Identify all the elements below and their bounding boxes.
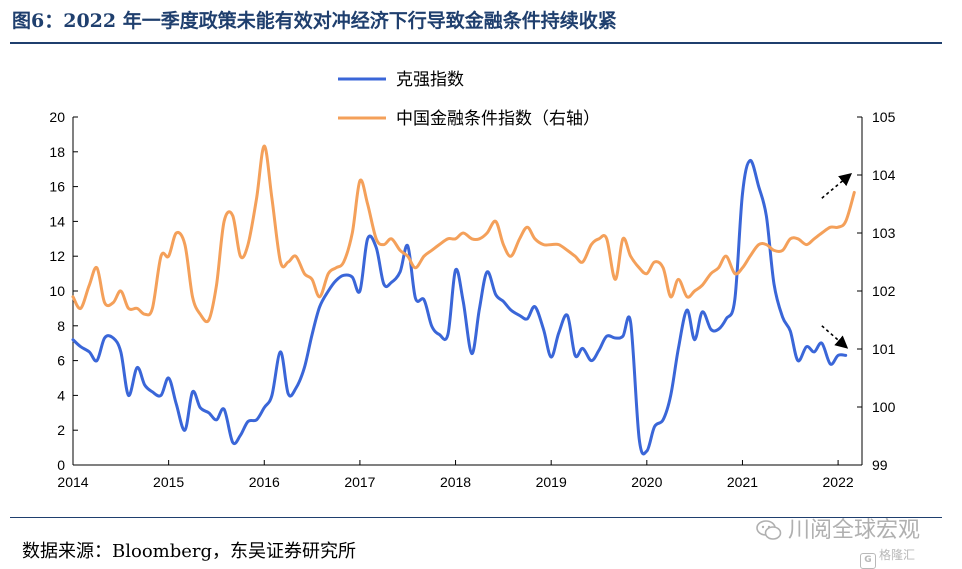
x-tick-label: 2022 (823, 474, 854, 490)
y-right-tick-label: 101 (872, 341, 896, 357)
y-left-tick-label: 8 (57, 318, 65, 334)
x-tick-label: 2016 (249, 474, 280, 490)
y-left-tick-label: 12 (49, 248, 65, 264)
y-left-tick-label: 4 (57, 387, 65, 403)
series-line-fci (71, 144, 856, 324)
y-left-tick-label: 14 (49, 213, 65, 229)
top-rule (10, 42, 942, 44)
annotation-arrow-2 (821, 325, 849, 349)
x-tick-label: 2018 (440, 474, 471, 490)
x-tick-label: 2017 (344, 474, 375, 490)
y-left-tick-label: 20 (49, 109, 65, 125)
watermark-text: 川阅全球宏观 (788, 518, 921, 543)
y-right-tick-label: 105 (872, 109, 896, 125)
y-right-tick-label: 99 (872, 457, 888, 473)
bottom-rule (10, 517, 942, 518)
series-lines (71, 144, 856, 456)
legend: 克强指数 中国金融条件指数（右轴） (338, 70, 600, 129)
y-left-tick-label: 0 (57, 457, 65, 473)
y-left-tick-label: 16 (49, 179, 65, 195)
x-tick-label: 2015 (153, 474, 184, 490)
y-left-tick-label: 6 (57, 353, 65, 369)
legend-label-keqiang: 克强指数 (396, 70, 464, 90)
annotation-arrow-1 (821, 172, 853, 199)
y-right-tick-label: 104 (872, 167, 896, 183)
wechat-icon (756, 520, 782, 540)
x-tick-label: 2014 (57, 474, 88, 490)
x-tick-label: 2020 (631, 474, 662, 490)
x-tick-label: 2021 (727, 474, 758, 490)
brand-mark-icon: G (860, 553, 876, 569)
y-right-tick-label: 100 (872, 399, 896, 415)
y-right-tick-label: 103 (872, 225, 896, 241)
y-right-tick-label: 102 (872, 283, 896, 299)
series-line-keqiang (71, 158, 848, 456)
x-tick-label: 2019 (536, 474, 567, 490)
y-left-tick-label: 18 (49, 144, 65, 160)
source-note: 数据来源：Bloomberg，东吴证券研究所 (22, 541, 357, 562)
legend-label-fci: 中国金融条件指数（右轴） (396, 109, 600, 129)
y-left-tick-label: 2 (57, 422, 65, 438)
brand-text: 格隆汇 (879, 548, 916, 562)
axes: 0 2 4 6 8 10 12 14 16 18 20 99 100 101 102 103 104 105 201… (49, 109, 895, 490)
brand-logo: G 格隆汇 (860, 546, 915, 569)
chart-title: 图6：2022 年一季度政策未能有效对冲经济下行导致金融条件持续收紧 (12, 10, 617, 32)
annotations (821, 172, 853, 349)
y-left-tick-label: 10 (49, 283, 65, 299)
watermark: 川阅全球宏观 (756, 512, 920, 544)
